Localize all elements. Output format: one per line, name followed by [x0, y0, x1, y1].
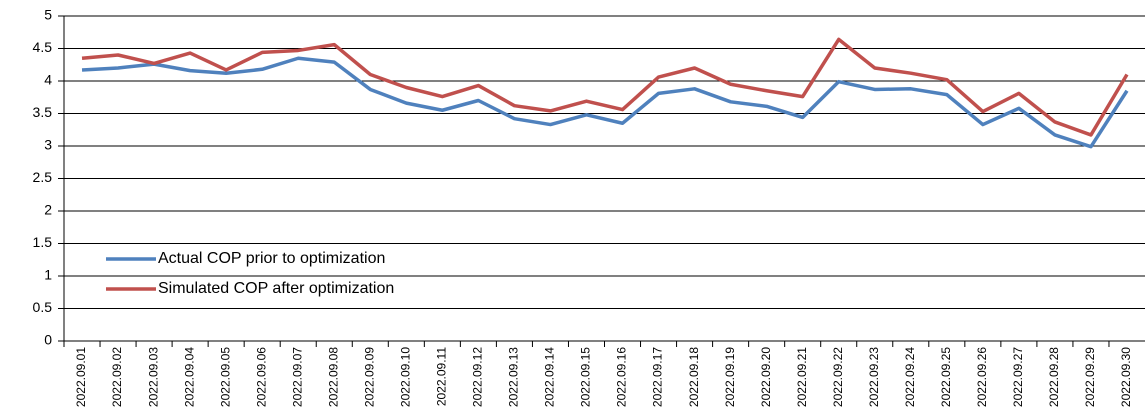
x-tick-label: 2022.09.30: [1119, 347, 1133, 407]
x-tick-label: 2022.09.29: [1083, 347, 1097, 407]
y-tick-label: 0.5: [33, 299, 53, 315]
y-tick-label: 2.5: [33, 169, 53, 185]
data-line: [81, 56, 1129, 149]
x-tick-label: 2022.09.15: [579, 347, 593, 407]
x-tick-label: 2022.09.07: [290, 347, 304, 407]
x-tick-label: 2022.09.12: [471, 347, 485, 407]
x-tick-label: 2022.09.05: [218, 347, 232, 407]
legend-label: Simulated COP after optimization: [158, 280, 394, 297]
x-tick-label: 2022.09.27: [1011, 347, 1025, 407]
x-tick-label: 2022.09.25: [939, 347, 953, 407]
y-tick-label: 1.5: [33, 234, 53, 250]
x-tick-label: 2022.09.03: [146, 347, 160, 407]
y-tick-label: 0: [44, 332, 52, 348]
x-tick-label: 2022.09.11: [435, 347, 449, 406]
y-tick-label: 3.5: [33, 104, 53, 120]
x-tick-label: 2022.09.06: [254, 347, 268, 407]
y-tick-label: 2: [44, 202, 52, 218]
x-tick-label: 2022.09.01: [74, 347, 88, 407]
x-tick-label: 2022.09.04: [182, 347, 196, 407]
x-tick-label: 2022.09.20: [759, 347, 773, 407]
x-tick-label: 2022.09.23: [867, 347, 881, 407]
x-tick-label: 2022.09.18: [687, 347, 701, 407]
data-line: [81, 37, 1129, 137]
y-tick-label: 3: [44, 137, 52, 153]
x-tick-label: 2022.09.24: [903, 347, 917, 407]
x-tick-label: 2022.09.19: [723, 347, 737, 407]
x-tick-label: 2022.09.02: [110, 347, 124, 407]
x-tick-label: 2022.09.16: [615, 347, 629, 407]
y-tick-label: 4: [44, 72, 52, 88]
x-tick-label: 2022.09.13: [507, 347, 521, 407]
x-tick-label: 2022.09.09: [362, 347, 376, 407]
x-tick-label: 2022.09.21: [795, 347, 809, 407]
x-tick-label: 2022.09.10: [398, 347, 412, 407]
x-tick-label: 2022.09.26: [975, 347, 989, 407]
x-tick-label: 2022.09.14: [543, 347, 557, 407]
x-tick-label: 2022.09.28: [1047, 347, 1061, 407]
y-tick-label: 4.5: [33, 39, 53, 55]
legend-label: Actual COP prior to optimization: [158, 250, 385, 267]
y-tick-label: 5: [44, 7, 52, 23]
x-tick-label: 2022.09.08: [326, 347, 340, 407]
y-tick-label: 1: [44, 267, 52, 283]
x-tick-label: 2022.09.17: [651, 347, 665, 407]
x-tick-label: 2022.09.22: [831, 347, 845, 407]
